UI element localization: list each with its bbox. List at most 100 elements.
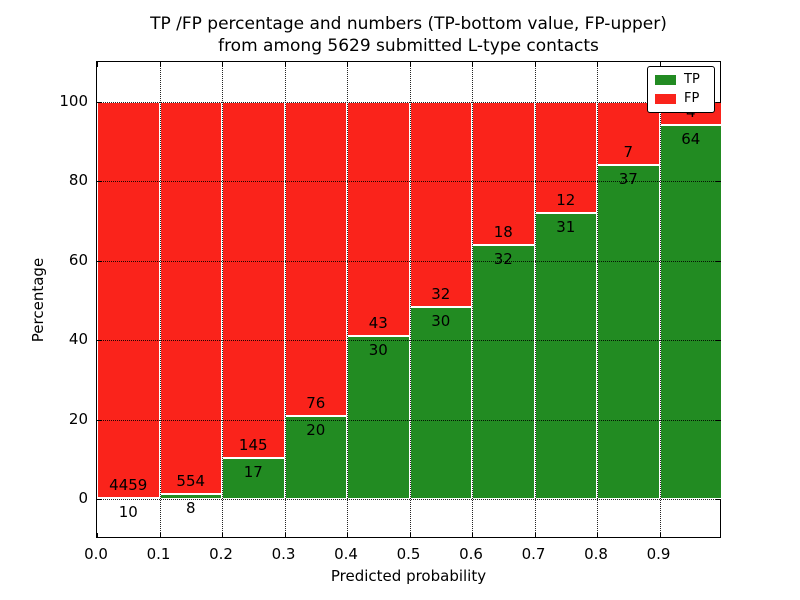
fp-count-label: 12 xyxy=(556,190,576,209)
bar-segment-fp xyxy=(472,101,535,245)
y-axis-tick xyxy=(97,101,102,103)
x-axis-tick xyxy=(284,62,286,67)
x-axis-tick xyxy=(97,62,98,67)
gridline-vertical xyxy=(284,62,286,537)
x-axis-tick xyxy=(534,62,536,67)
x-axis-tick xyxy=(222,532,223,538)
fp-count-label: 7 xyxy=(623,142,634,161)
y-axis-tick xyxy=(97,419,102,421)
gridline-vertical xyxy=(222,62,223,537)
y-tick-label: 80 xyxy=(68,171,88,190)
x-axis-tick xyxy=(97,532,98,538)
x-axis-tick xyxy=(347,62,348,67)
x-tick-label: 0.0 xyxy=(84,545,108,563)
y-axis-tick xyxy=(715,419,721,421)
tp-count-label: 30 xyxy=(431,311,451,330)
tp-count-label: 31 xyxy=(556,217,576,236)
y-axis-tick xyxy=(715,340,721,342)
y-tick-label: 20 xyxy=(68,409,88,428)
x-axis-tick xyxy=(159,532,161,538)
gridline-horizontal xyxy=(97,260,720,262)
chart-title-line1: TP /FP percentage and numbers (TP-bottom… xyxy=(150,14,667,34)
bar-segment-fp xyxy=(347,101,410,336)
fp-count-label: 32 xyxy=(431,284,451,303)
y-tick-label: 0 xyxy=(78,489,88,508)
gridline-vertical xyxy=(597,62,598,537)
bar-segment-tp xyxy=(222,457,285,500)
y-axis-tick xyxy=(97,340,102,342)
x-axis-tick xyxy=(472,532,473,538)
x-tick-label: 0.8 xyxy=(584,545,608,563)
tp-count-label: 20 xyxy=(306,421,326,440)
y-axis-tick xyxy=(97,499,102,501)
plot-area: 4459105548145177620433032301832123173746… xyxy=(96,61,722,538)
x-axis-label: Predicted probability xyxy=(330,567,487,585)
x-tick-label: 0.1 xyxy=(146,545,171,563)
legend-tp-swatch-icon xyxy=(655,75,676,85)
tp-count-label: 30 xyxy=(368,340,388,359)
legend-item-fp: FP xyxy=(655,92,708,106)
legend: TP FP xyxy=(647,66,715,113)
y-tick-label: 100 xyxy=(59,91,88,110)
x-tick-label: 0.4 xyxy=(334,545,358,563)
bar-segment-fp xyxy=(409,101,472,307)
gridline-vertical xyxy=(659,62,661,537)
bar-segment-tp xyxy=(284,416,347,500)
fp-count-label: 76 xyxy=(306,394,326,413)
fp-count-label: 145 xyxy=(238,435,268,454)
gridline-vertical xyxy=(534,62,536,537)
x-axis-tick xyxy=(659,532,661,538)
gridline-horizontal xyxy=(97,101,720,103)
tp-count-label: 32 xyxy=(493,249,513,268)
gridline-vertical xyxy=(472,62,473,537)
legend-tp-label: TP xyxy=(684,72,700,87)
gridline-horizontal xyxy=(97,340,720,342)
bar-segment-fp xyxy=(534,101,597,213)
bar-segment-tp xyxy=(347,335,410,500)
y-axis-label: Percentage xyxy=(29,257,47,343)
bar-segment-tp xyxy=(597,164,660,500)
y-axis-tick xyxy=(97,181,102,183)
bar-segment-fp xyxy=(284,101,347,417)
y-axis-tick xyxy=(715,499,721,501)
tp-count-label: 8 xyxy=(185,498,196,517)
bar-segment-fp xyxy=(97,101,160,499)
x-axis-tick xyxy=(720,62,722,67)
x-tick-label: 0.5 xyxy=(396,545,421,563)
x-axis-tick xyxy=(409,62,411,67)
bar-segment-tp xyxy=(409,306,472,500)
y-axis-tick xyxy=(97,260,102,262)
tp-count-label: 17 xyxy=(243,462,263,481)
x-axis-tick xyxy=(222,62,223,67)
chart-title-line2: from among 5629 submitted L-type contact… xyxy=(218,36,599,56)
bar-segment-tp xyxy=(472,244,535,500)
y-axis-tick xyxy=(715,181,721,183)
gridline-horizontal xyxy=(97,419,720,421)
gridline-vertical xyxy=(159,62,161,537)
x-axis-tick xyxy=(347,532,348,538)
bar-segment-fp xyxy=(159,101,222,494)
x-tick-label: 0.7 xyxy=(521,545,546,563)
x-tick-label: 0.6 xyxy=(459,545,483,563)
tp-count-label: 10 xyxy=(118,503,138,522)
tp-count-label: 64 xyxy=(681,130,701,149)
x-tick-label: 0.9 xyxy=(646,545,671,563)
x-axis-tick xyxy=(659,62,661,67)
y-tick-label: 40 xyxy=(68,330,88,349)
x-axis-tick xyxy=(720,532,722,538)
x-axis-tick xyxy=(159,62,161,67)
x-tick-label: 0.3 xyxy=(271,545,296,563)
gridline-horizontal xyxy=(97,181,720,183)
bar-segment-tp xyxy=(534,212,597,500)
y-axis-tick xyxy=(715,101,721,103)
y-axis-tick xyxy=(715,260,721,262)
gridline-vertical xyxy=(347,62,348,537)
x-axis-tick xyxy=(284,532,286,538)
legend-fp-label: FP xyxy=(684,91,700,106)
y-tick-label: 60 xyxy=(68,250,88,269)
bar-segment-fp xyxy=(222,101,285,458)
bar-segment-tp xyxy=(659,125,722,500)
gridline-horizontal xyxy=(97,499,720,501)
fp-count-label: 554 xyxy=(176,471,206,490)
